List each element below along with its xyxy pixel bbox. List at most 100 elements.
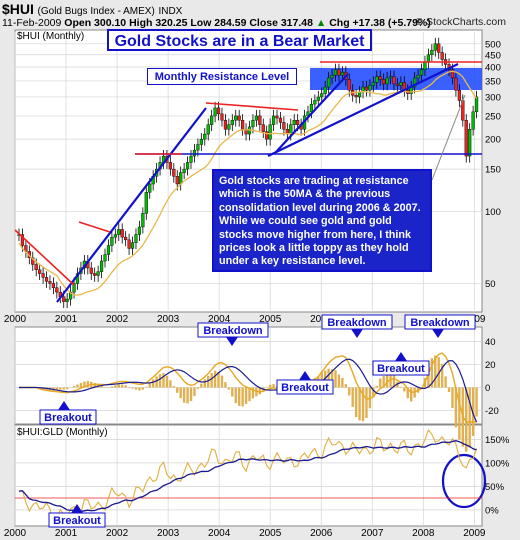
candle-body bbox=[179, 172, 183, 185]
macd-histogram-bar bbox=[169, 380, 172, 388]
candle-body bbox=[468, 129, 472, 157]
candle-body bbox=[227, 124, 231, 130]
ratio-line bbox=[18, 428, 478, 522]
price-tick-label: 50 bbox=[485, 279, 496, 290]
candle-body bbox=[148, 183, 152, 193]
macd-histogram-bar bbox=[76, 384, 79, 388]
macd-histogram-bar bbox=[220, 375, 224, 388]
candle-body bbox=[437, 43, 441, 53]
macd-histogram-bar bbox=[251, 387, 255, 399]
macd-histogram bbox=[38, 355, 478, 452]
macd-histogram-bar bbox=[110, 386, 114, 388]
candle-body bbox=[368, 85, 372, 91]
candle-body bbox=[172, 168, 176, 177]
macd-histogram-bar bbox=[227, 387, 231, 390]
macd-histogram-bar bbox=[162, 373, 165, 388]
candle-body bbox=[134, 234, 138, 243]
macd-histogram-bar bbox=[65, 387, 69, 390]
candle-body bbox=[89, 267, 93, 274]
marker-breakdown-1: Breakdown bbox=[197, 322, 269, 346]
breakdown-label-1: Breakdown bbox=[203, 325, 263, 337]
price-tick-label: 250 bbox=[485, 111, 501, 122]
macd-tick-label: 0 bbox=[485, 383, 490, 394]
price-tick-label: 500 bbox=[485, 39, 501, 50]
candle-body bbox=[34, 264, 38, 271]
commentary-box: Gold stocks are trading at resistance wh… bbox=[212, 169, 432, 272]
candle-body bbox=[196, 144, 200, 151]
candle-body bbox=[120, 229, 124, 238]
candle-body bbox=[38, 269, 42, 274]
marker-breakdown-3: Breakdown bbox=[404, 314, 476, 338]
marker-breakdown-2: Breakdown bbox=[321, 314, 393, 338]
ratio-tick-label: 100% bbox=[485, 458, 510, 469]
low: Low 284.59 bbox=[190, 17, 247, 29]
breakout-label-3: Breakout bbox=[377, 363, 425, 375]
macd-histogram-bar bbox=[79, 382, 83, 388]
candle-body bbox=[433, 43, 437, 51]
candle-body bbox=[471, 111, 475, 130]
candle-body bbox=[192, 149, 197, 157]
x-tick-label: 2006 bbox=[310, 528, 333, 539]
macd-histogram-bar bbox=[354, 387, 358, 417]
macd-histogram-bar bbox=[447, 387, 451, 393]
macd-histogram-bar bbox=[72, 385, 76, 388]
price-stats: 11-Feb-2009 Open 300.10 High 320.25 Low … bbox=[2, 17, 431, 29]
macd-histogram-bar bbox=[330, 369, 334, 388]
candle-body bbox=[72, 283, 76, 293]
x-tick-label: 2001 bbox=[55, 528, 78, 539]
candle-body bbox=[51, 283, 56, 288]
change: Chg +17.38 (+5.79%) bbox=[329, 17, 431, 29]
macd-histogram-bar bbox=[248, 387, 251, 402]
ratio-moving-average bbox=[18, 440, 477, 513]
macd-histogram-bar bbox=[217, 371, 220, 388]
candle-body bbox=[464, 119, 468, 157]
macd-histogram-bar bbox=[337, 374, 341, 388]
x-tick-label: 2004 bbox=[208, 314, 231, 325]
headline: Gold Stocks are in a Bear Market bbox=[107, 29, 372, 51]
macd-histogram-bar bbox=[151, 379, 155, 388]
candle-body bbox=[199, 138, 203, 145]
macd-signal-line bbox=[19, 358, 478, 423]
macd-histogram-bar bbox=[454, 387, 458, 428]
price-tick-label: 450 bbox=[485, 50, 501, 61]
candle-body bbox=[371, 82, 375, 86]
candle-body bbox=[316, 96, 320, 101]
macd-histogram-bar bbox=[451, 387, 454, 409]
candle-body bbox=[354, 95, 358, 98]
candle-body bbox=[220, 113, 224, 121]
candle-body bbox=[65, 298, 69, 302]
macd-histogram-bar bbox=[100, 385, 103, 388]
macd-histogram-bar bbox=[372, 387, 375, 398]
ratio-tick-label: 50% bbox=[485, 482, 505, 493]
candle-body bbox=[99, 260, 104, 272]
candle-body bbox=[268, 124, 272, 140]
candle-body bbox=[419, 69, 424, 76]
candle-body bbox=[423, 61, 427, 70]
macd-histogram-bar bbox=[55, 387, 59, 391]
breakout-label-ratio: Breakout bbox=[53, 515, 101, 527]
ratio-y-tick-labels: 150% 100% 50% 0% bbox=[485, 435, 510, 517]
candle-body bbox=[185, 162, 190, 170]
macd-histogram-bar bbox=[41, 387, 45, 391]
candle-body bbox=[175, 176, 179, 185]
exchange: INDX bbox=[158, 6, 183, 17]
macd-histogram-bar bbox=[203, 379, 206, 388]
breakdown-label-3: Breakdown bbox=[410, 317, 470, 329]
macd-histogram-bar bbox=[234, 387, 237, 404]
macd-histogram-bar bbox=[409, 387, 413, 402]
macd-histogram-bar bbox=[434, 355, 437, 388]
price-tick-label: 350 bbox=[485, 76, 501, 87]
candle-body bbox=[395, 83, 400, 86]
candle-body bbox=[457, 90, 461, 101]
candle-body bbox=[320, 93, 324, 98]
candle-body bbox=[62, 296, 66, 302]
candle-body bbox=[296, 119, 300, 125]
x-tick-label: 2008 bbox=[412, 528, 435, 539]
candle-body bbox=[110, 236, 114, 246]
macd-histogram-bar bbox=[399, 386, 403, 388]
x-tick-label: 2003 bbox=[157, 528, 180, 539]
macd-histogram-bar bbox=[440, 363, 444, 388]
macd-tick-label: 40 bbox=[485, 337, 496, 348]
candle-body bbox=[261, 124, 265, 132]
x-tick-label: 2003 bbox=[157, 314, 180, 325]
